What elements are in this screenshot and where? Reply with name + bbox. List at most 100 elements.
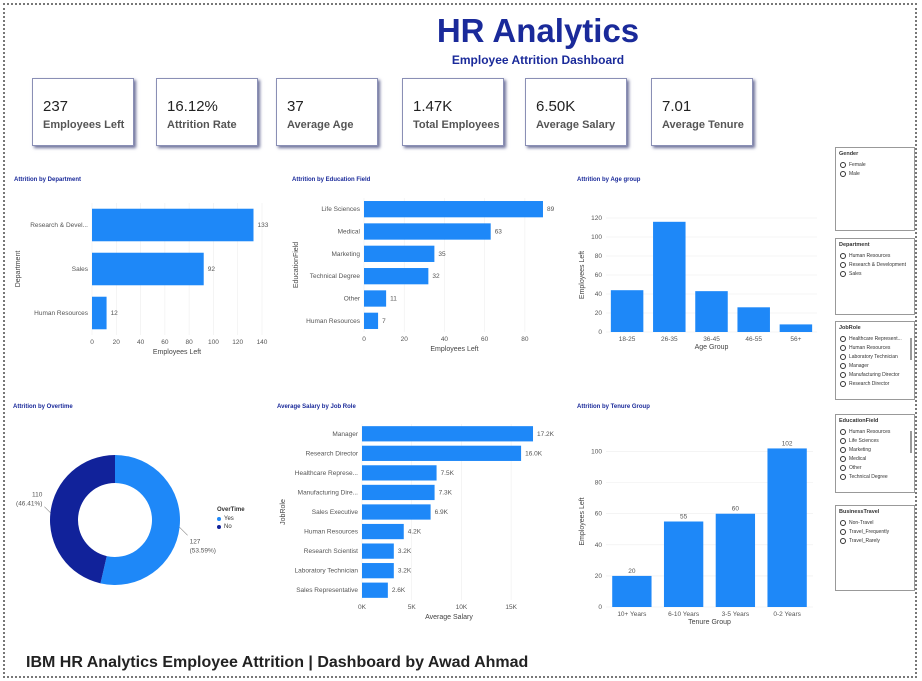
bar xyxy=(364,312,379,329)
x-tick-label: 0K xyxy=(358,604,367,611)
legend-item-yes[interactable]: Yes xyxy=(217,516,245,522)
y-tick-label: 0 xyxy=(598,329,602,336)
slicer-option-male[interactable]: Male xyxy=(840,171,914,177)
data-label: 55 xyxy=(680,514,688,521)
kpi-card-average-salary: 6.50K Average Salary xyxy=(525,78,627,146)
data-label: 12 xyxy=(111,310,119,317)
radio-icon xyxy=(840,363,846,369)
radio-icon xyxy=(840,447,846,453)
data-label: 63 xyxy=(495,229,503,236)
legend-item-no[interactable]: No xyxy=(217,524,245,530)
bar xyxy=(610,290,644,332)
slicer-option[interactable]: Travel_Rarely xyxy=(840,538,914,544)
data-label: 110 xyxy=(32,492,43,499)
slicer-option-human-resources[interactable]: Human Resources xyxy=(840,253,914,259)
kpi-label: Average Age xyxy=(287,119,354,131)
option-label: Research & Development xyxy=(849,262,906,268)
legend-title: OverTime xyxy=(217,507,245,513)
slicer-title: Department xyxy=(839,242,870,248)
x-tick-label: 80 xyxy=(521,336,529,343)
slicer-option-research-development[interactable]: Research & Development xyxy=(840,262,914,268)
scrollbar[interactable] xyxy=(910,431,912,453)
slicer-option[interactable]: Laboratory Technician xyxy=(840,354,914,360)
dashboard-frame xyxy=(3,3,917,678)
slicer-title: JobRole xyxy=(839,325,861,331)
scrollbar[interactable] xyxy=(910,338,912,360)
x-tick-label: 0 xyxy=(90,339,94,346)
radio-icon xyxy=(840,336,846,342)
radio-icon xyxy=(840,372,846,378)
radio-icon xyxy=(840,465,846,471)
slicer-title: BusinessTravel xyxy=(839,509,880,515)
radio-icon xyxy=(840,529,846,535)
option-label: Travel_Frequently xyxy=(849,529,890,535)
y-axis-title: Employees Left xyxy=(579,497,586,545)
slicer-option-sales[interactable]: Sales xyxy=(840,271,914,277)
option-label: Healthcare Represent... xyxy=(849,336,902,342)
kpi-value: 7.01 xyxy=(662,98,692,115)
option-label: Marketing xyxy=(849,447,871,453)
data-label: 102 xyxy=(782,440,793,447)
slicer-option[interactable]: Human Resources xyxy=(840,429,914,435)
x-tick-label: 100 xyxy=(208,339,219,346)
category-label: Marketing xyxy=(331,251,360,258)
slicer-option[interactable]: Life Sciences xyxy=(840,438,914,444)
slicer-option[interactable]: Travel_Frequently xyxy=(840,529,914,535)
category-label: 46-55 xyxy=(745,336,762,343)
data-label: 3.2K xyxy=(398,568,412,575)
radio-icon xyxy=(840,262,846,268)
slicer-option[interactable]: Research Director xyxy=(840,381,914,387)
bar xyxy=(364,245,435,262)
slicer-option-female[interactable]: Female xyxy=(840,162,914,168)
kpi-card-attrition-rate: 16.12% Attrition Rate xyxy=(156,78,258,146)
category-label: 10+ Years xyxy=(617,611,647,618)
slicer-option[interactable]: Other xyxy=(840,465,914,471)
option-label: Laboratory Technician xyxy=(849,354,898,360)
y-tick-label: 100 xyxy=(591,449,602,456)
slicer-option[interactable]: Human Resources xyxy=(840,345,914,351)
category-label: 36-45 xyxy=(703,336,720,343)
radio-icon xyxy=(840,381,846,387)
data-label: 6.9K xyxy=(435,509,449,516)
data-label: 133 xyxy=(258,222,269,229)
overtime-legend: OverTime Yes No xyxy=(217,507,245,532)
category-label: Human Resources xyxy=(304,529,359,536)
slicer-option[interactable]: Non-Travel xyxy=(840,520,914,526)
y-axis-title: Employees Left xyxy=(579,251,586,299)
slicer-option[interactable]: Healthcare Represent... xyxy=(840,336,914,342)
kpi-label: Employees Left xyxy=(43,119,125,131)
slicer-option[interactable]: Manager xyxy=(840,363,914,369)
kpi-card-average-tenure: 7.01 Average Tenure xyxy=(651,78,753,146)
slicer-option[interactable]: Marketing xyxy=(840,447,914,453)
option-label: Travel_Rarely xyxy=(849,538,880,544)
y-axis-title: EducationField xyxy=(293,242,300,288)
kpi-value: 16.12% xyxy=(167,98,218,115)
chart-title-department: Attrition by Department xyxy=(14,177,82,183)
x-tick-label: 0 xyxy=(362,336,366,343)
category-label: Other xyxy=(344,296,361,303)
bar xyxy=(364,290,387,307)
chart-attrition-by-education: 0 20 40 60 80 Life Sciences 89 Medical 63 Marketi… xyxy=(293,198,555,353)
bar xyxy=(653,221,686,332)
category-label: 26-35 xyxy=(661,336,678,343)
category-label: Research Director xyxy=(306,450,359,457)
legend-label: Yes xyxy=(224,516,234,522)
data-label: 20 xyxy=(628,568,636,575)
option-label: Female xyxy=(849,162,866,168)
x-tick-label: 60 xyxy=(481,336,489,343)
slicer-department: Department Human Resources Research & De… xyxy=(835,238,915,315)
y-tick-label: 80 xyxy=(595,253,603,260)
slicer-option[interactable]: Manufacturing Director xyxy=(840,372,914,378)
data-label: (53.59%) xyxy=(190,547,216,554)
x-axis-title: Tenure Group xyxy=(688,619,731,626)
slicer-educationfield: EducationField Human Resources Life Scie… xyxy=(835,414,915,493)
bar xyxy=(92,296,107,330)
radio-icon xyxy=(840,354,846,360)
slicer-option[interactable]: Technical Degree xyxy=(840,474,914,480)
bar xyxy=(362,582,388,598)
slicer-option[interactable]: Medical xyxy=(840,456,914,462)
bar xyxy=(364,223,491,240)
y-tick-label: 20 xyxy=(595,573,603,580)
data-label: 17.2K xyxy=(537,431,555,438)
option-label: Manager xyxy=(849,363,869,369)
